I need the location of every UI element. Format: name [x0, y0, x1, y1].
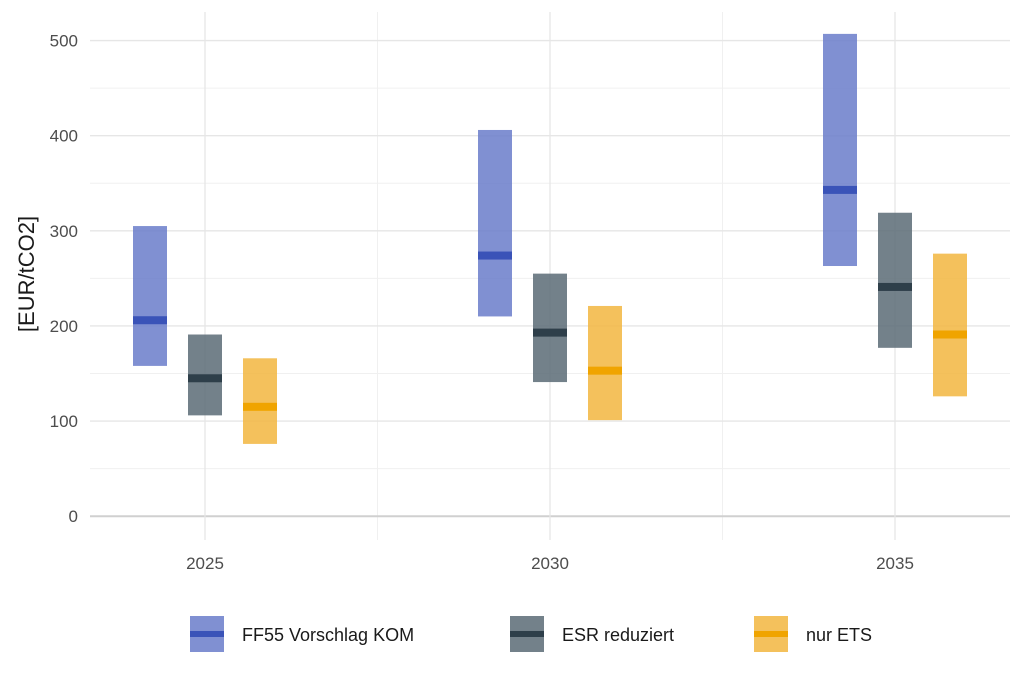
y-tick-label: 400	[50, 127, 78, 146]
y-tick-label: 500	[50, 32, 78, 51]
x-tick-label: 2030	[531, 554, 569, 573]
y-tick-label: 0	[69, 507, 78, 526]
legend-key-line	[754, 631, 788, 637]
legend-key-line	[510, 631, 544, 637]
y-tick-label: 200	[50, 317, 78, 336]
legend-label: FF55 Vorschlag KOM	[242, 625, 414, 645]
median-line	[533, 328, 567, 337]
range-bar	[878, 212, 912, 348]
legend-key-line	[190, 631, 224, 637]
median-line	[878, 282, 912, 291]
range-bar	[243, 358, 277, 444]
range-bar	[933, 253, 967, 397]
median-line	[133, 316, 167, 325]
legend: FF55 Vorschlag KOM ESR reduziert nur ETS	[190, 616, 872, 652]
median-line	[933, 330, 967, 339]
y-tick-label: 300	[50, 222, 78, 241]
range-bar	[588, 305, 622, 421]
x-tick-label: 2035	[876, 554, 914, 573]
legend-label: ESR reduziert	[562, 625, 674, 645]
range-bars	[133, 33, 967, 444]
y-tick-label: 100	[50, 412, 78, 431]
median-line	[823, 185, 857, 194]
median-line	[588, 366, 622, 375]
median-line	[478, 251, 512, 260]
y-axis-title: [EUR/tCO2]	[14, 216, 39, 332]
range-bar	[478, 129, 512, 317]
median-line	[243, 402, 277, 411]
legend-label: nur ETS	[806, 625, 872, 645]
x-tick-label: 2025	[186, 554, 224, 573]
median-line	[188, 374, 222, 383]
range-bar	[533, 273, 567, 383]
range-bar	[823, 33, 857, 267]
axes: 0 100 200 300 400 500 2025 2030 2035	[50, 32, 914, 573]
range-bar	[133, 226, 167, 366]
